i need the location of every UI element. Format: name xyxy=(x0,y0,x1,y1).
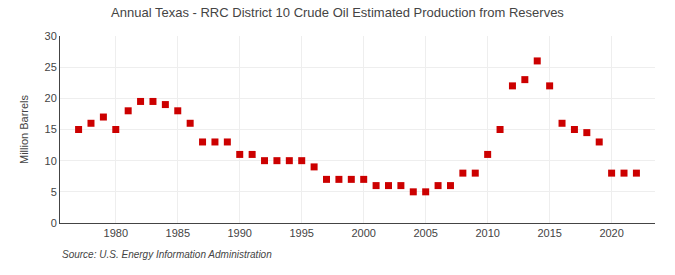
svg-text:2005: 2005 xyxy=(413,227,437,239)
svg-text:1990: 1990 xyxy=(227,227,251,239)
svg-text:10: 10 xyxy=(45,155,57,167)
svg-text:1985: 1985 xyxy=(166,227,190,239)
svg-text:15: 15 xyxy=(45,123,57,135)
svg-text:2000: 2000 xyxy=(351,227,375,239)
svg-text:Source: U.S. Energy Informatio: Source: U.S. Energy Information Administ… xyxy=(62,249,272,260)
svg-text:Annual Texas - RRC District 10: Annual Texas - RRC District 10 Crude Oil… xyxy=(111,5,564,20)
svg-text:Million Barrels: Million Barrels xyxy=(18,94,30,164)
svg-text:5: 5 xyxy=(51,186,57,198)
svg-text:0: 0 xyxy=(51,217,57,229)
svg-text:30: 30 xyxy=(45,30,57,42)
svg-text:20: 20 xyxy=(45,92,57,104)
svg-text:25: 25 xyxy=(45,61,57,73)
svg-text:1995: 1995 xyxy=(289,227,313,239)
svg-text:1980: 1980 xyxy=(104,227,128,239)
svg-text:2020: 2020 xyxy=(599,227,623,239)
svg-text:2010: 2010 xyxy=(475,227,499,239)
svg-text:2015: 2015 xyxy=(537,227,561,239)
